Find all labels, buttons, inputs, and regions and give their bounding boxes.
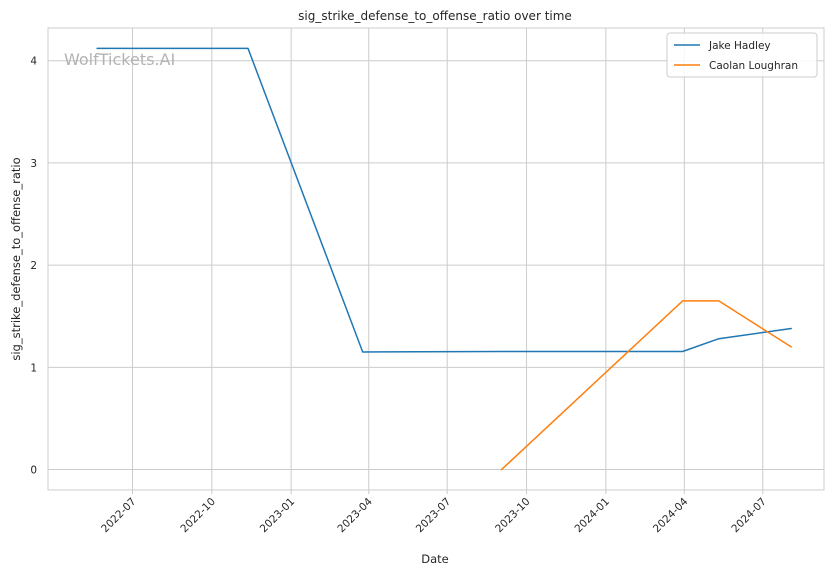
- x-tick-label: 2024-04: [651, 495, 691, 535]
- x-tick-label: 2023-04: [335, 495, 375, 535]
- x-axis-ticks: 2022-07 2022-10 2023-01 2023-04 2023-07 2023-…: [99, 490, 769, 535]
- x-tick-label: 2023-01: [258, 496, 298, 536]
- series-group: [96, 47, 792, 471]
- legend-entry: Caolan Loughran: [709, 60, 798, 72]
- y-axis-label: sig_strike_defense_to_offense_ratio: [9, 157, 23, 360]
- legend-box: [666, 32, 818, 78]
- series-line-1: [96, 47, 792, 353]
- x-tick-label: 2022-07: [99, 496, 139, 536]
- plot-area-frame: [47, 27, 825, 491]
- y-tick-label: 2: [30, 260, 37, 272]
- y-tick-label: 1: [30, 362, 37, 374]
- y-tick-label: 3: [30, 158, 37, 170]
- x-tick-label: 2022-10: [178, 496, 218, 536]
- watermark: WolfTickets.AI: [64, 50, 175, 69]
- legend: Jake Hadley Caolan Loughran: [666, 32, 818, 78]
- x-tick-label: 2024-01: [572, 496, 612, 536]
- x-axis-label: Date: [421, 552, 449, 566]
- chart-title: sig_strike_defense_to_offense_ratio over…: [298, 9, 572, 23]
- x-tick-label: 2024-07: [729, 496, 769, 536]
- y-tick-label: 4: [30, 56, 37, 68]
- x-tick-label: 2023-07: [414, 496, 454, 536]
- x-tick-label: 2023-10: [493, 496, 533, 536]
- grid: [48, 28, 824, 490]
- legend-entry: Jake Hadley: [708, 40, 771, 52]
- y-tick-label: 0: [30, 465, 37, 477]
- y-axis-ticks: 0 1 2 3 4: [30, 56, 37, 477]
- series-line-2: [500, 300, 792, 471]
